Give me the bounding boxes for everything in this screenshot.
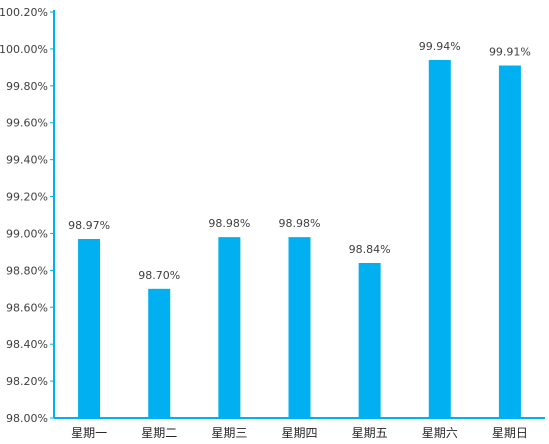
x-category-label-3: 星期三 [211,426,247,440]
y-tick-label: 98.00% [6,412,48,425]
data-label-1: 98.97% [68,219,110,232]
x-category-label-5: 星期五 [352,426,388,440]
x-category-label-1: 星期一 [71,426,107,440]
data-label-3: 98.98% [208,217,250,230]
y-tick-label: 99.60% [6,117,48,130]
y-tick-label: 100.00% [0,43,48,56]
y-tick-label: 99.40% [6,154,48,167]
y-tick-label: 100.20% [0,6,48,19]
x-axis-labels: 星期一 星期二 星期三 星期四 星期五 星期六 星期日 [71,426,528,440]
bar-3 [218,237,241,418]
y-tick-label: 99.00% [6,227,48,240]
x-category-label-7: 星期日 [492,426,528,440]
data-label-2: 98.70% [138,269,180,282]
y-tick-label: 99.20% [6,191,48,204]
y-tick-label: 98.60% [6,301,48,314]
bar-6 [428,59,451,419]
x-category-label-4: 星期四 [281,426,317,440]
x-category-label-6: 星期六 [422,426,458,440]
bar-4 [288,237,311,418]
x-category-label-2: 星期二 [141,426,177,440]
bars [78,59,521,419]
bar-5 [358,262,381,418]
y-tick-label: 98.40% [6,338,48,351]
y-tick-label: 98.80% [6,264,48,277]
y-tick-label: 98.20% [6,375,48,388]
data-label-7: 99.91% [489,46,531,59]
bar-7 [498,65,521,418]
bar-2 [148,288,171,418]
data-label-6: 99.94% [419,40,461,53]
data-label-5: 98.84% [349,243,391,256]
y-axis-ticks: 98.00% 98.20% 98.40% 98.60% 98.80% 99.00% 99.2… [0,6,54,425]
y-tick-label: 99.80% [6,80,48,93]
data-label-4: 98.98% [279,217,321,230]
bar-1 [78,238,101,418]
data-labels: 98.97% 98.70% 98.98% 98.98% 98.84% 99.94% 99.9… [68,40,531,282]
